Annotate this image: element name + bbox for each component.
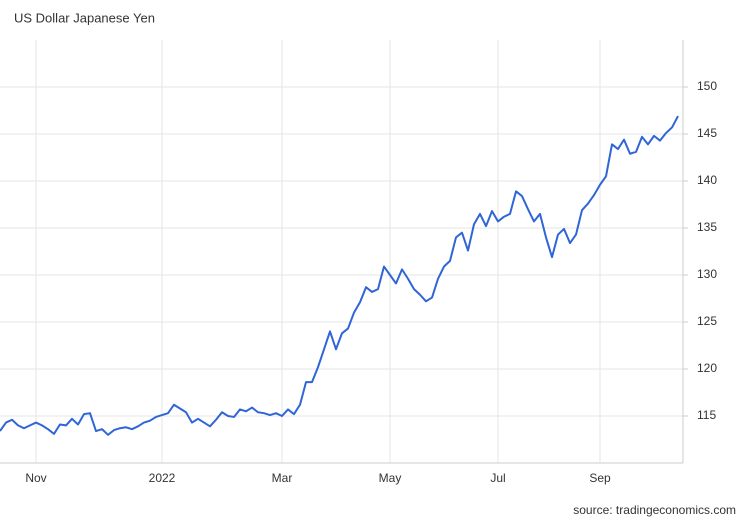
- x-tick-label: May: [379, 471, 402, 485]
- y-tick-label: 120: [697, 361, 717, 375]
- y-tick-label: 150: [697, 79, 717, 93]
- y-tick-label: 145: [697, 126, 717, 140]
- y-tick-label: 115: [697, 408, 716, 422]
- y-tick-label: 130: [697, 267, 717, 281]
- source-note: source: tradingeconomics.com: [573, 503, 736, 517]
- x-tick-label: Mar: [272, 471, 293, 485]
- x-tick-label: 2022: [149, 471, 176, 485]
- y-tick-label: 125: [697, 314, 717, 328]
- x-tick-label: Jul: [490, 471, 505, 485]
- y-tick-label: 135: [697, 220, 717, 234]
- chart-title: US Dollar Japanese Yen: [14, 10, 155, 25]
- price-line: [0, 115, 679, 436]
- x-tick-label: Sep: [589, 471, 611, 485]
- y-tick-label: 140: [697, 173, 717, 187]
- x-tick-label: Nov: [25, 471, 46, 485]
